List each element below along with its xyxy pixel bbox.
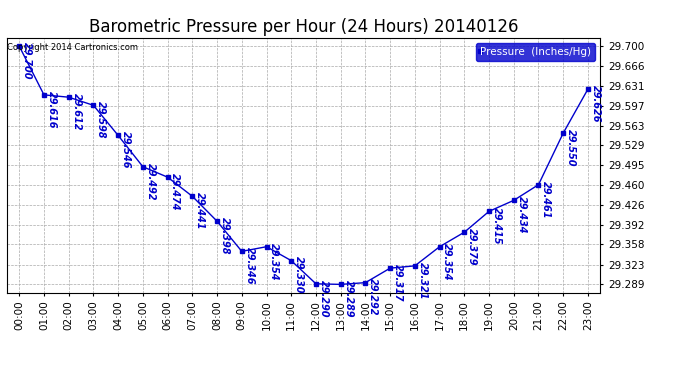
Pressure  (Inches/Hg)	[559, 131, 567, 135]
Pressure  (Inches/Hg)	[337, 282, 345, 286]
Text: 29.289: 29.289	[344, 280, 353, 318]
Pressure  (Inches/Hg)	[114, 133, 122, 138]
Text: 29.354: 29.354	[442, 243, 453, 280]
Text: 29.598: 29.598	[96, 101, 106, 139]
Text: 29.550: 29.550	[566, 129, 576, 166]
Text: 29.379: 29.379	[467, 228, 477, 266]
Pressure  (Inches/Hg)	[435, 244, 444, 249]
Pressure  (Inches/Hg)	[584, 87, 592, 92]
Pressure  (Inches/Hg)	[237, 249, 246, 254]
Pressure  (Inches/Hg)	[362, 280, 370, 285]
Pressure  (Inches/Hg)	[40, 93, 48, 97]
Pressure  (Inches/Hg)	[139, 165, 147, 169]
Text: 29.441: 29.441	[195, 192, 205, 230]
Text: 29.317: 29.317	[393, 264, 403, 302]
Pressure  (Inches/Hg)	[262, 244, 270, 249]
Text: 29.700: 29.700	[22, 42, 32, 80]
Pressure  (Inches/Hg)	[386, 266, 394, 270]
Pressure  (Inches/Hg)	[213, 219, 221, 224]
Pressure  (Inches/Hg)	[460, 230, 469, 234]
Text: 29.398: 29.398	[220, 217, 230, 255]
Pressure  (Inches/Hg)	[164, 175, 172, 179]
Legend: Pressure  (Inches/Hg): Pressure (Inches/Hg)	[476, 43, 595, 61]
Pressure  (Inches/Hg)	[188, 194, 197, 198]
Text: 29.415: 29.415	[492, 207, 502, 245]
Pressure  (Inches/Hg)	[312, 282, 320, 286]
Text: 29.546: 29.546	[121, 131, 131, 169]
Text: 29.492: 29.492	[146, 163, 156, 200]
Text: 29.330: 29.330	[294, 256, 304, 294]
Text: 29.354: 29.354	[269, 243, 279, 280]
Pressure  (Inches/Hg)	[15, 44, 23, 48]
Text: 29.321: 29.321	[417, 262, 428, 299]
Text: 29.616: 29.616	[47, 91, 57, 128]
Text: 29.290: 29.290	[319, 280, 328, 317]
Title: Barometric Pressure per Hour (24 Hours) 20140126: Barometric Pressure per Hour (24 Hours) …	[89, 18, 518, 36]
Pressure  (Inches/Hg)	[534, 183, 542, 187]
Text: 29.434: 29.434	[517, 196, 526, 234]
Pressure  (Inches/Hg)	[510, 198, 518, 202]
Text: 29.474: 29.474	[170, 173, 180, 210]
Pressure  (Inches/Hg)	[411, 264, 419, 268]
Pressure  (Inches/Hg)	[65, 95, 73, 99]
Text: 29.292: 29.292	[368, 279, 378, 316]
Text: 29.612: 29.612	[72, 93, 81, 130]
Pressure  (Inches/Hg)	[287, 258, 295, 263]
Text: 29.346: 29.346	[244, 247, 255, 285]
Pressure  (Inches/Hg)	[485, 209, 493, 214]
Text: 29.461: 29.461	[541, 180, 551, 218]
Text: Copyright 2014 Cartronics.com: Copyright 2014 Cartronics.com	[8, 43, 139, 52]
Pressure  (Inches/Hg)	[89, 103, 97, 108]
Line: Pressure  (Inches/Hg): Pressure (Inches/Hg)	[17, 45, 590, 286]
Text: 29.626: 29.626	[591, 85, 601, 122]
